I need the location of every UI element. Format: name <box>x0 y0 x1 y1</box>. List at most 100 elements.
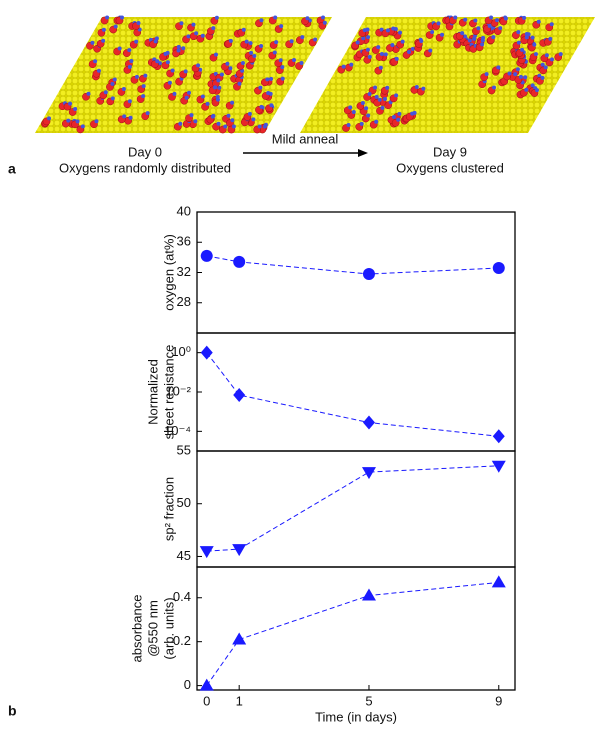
hydrogen-atom <box>385 85 390 90</box>
marker <box>199 678 214 691</box>
hydrogen-atom <box>462 34 467 39</box>
hydrogen-atom <box>120 15 125 20</box>
y-axis-label: absorbance <box>129 595 144 663</box>
hydrogen-atom <box>524 32 529 37</box>
hydrogen-atom <box>410 46 415 51</box>
hydrogen-atom <box>523 75 528 80</box>
panel-label: b <box>8 703 17 719</box>
hydrogen-atom <box>127 64 132 69</box>
hydrogen-atom <box>266 90 271 95</box>
hydrogen-atom <box>467 38 472 43</box>
y-axis-label: Normalized <box>145 359 160 425</box>
hydrogen-atom <box>292 58 297 63</box>
hydrogen-atom <box>172 91 177 96</box>
hydrogen-atom <box>134 74 139 79</box>
hydrogen-atom <box>367 54 372 59</box>
hydrogen-atom <box>476 26 481 31</box>
hydrogen-atom <box>94 119 99 124</box>
hydrogen-atom <box>515 67 520 72</box>
hydrogen-atom <box>272 50 277 55</box>
hydrogen-atom <box>383 52 388 57</box>
marker <box>233 255 246 268</box>
hydrogen-atom <box>223 124 228 129</box>
hydrogen-atom <box>397 111 402 116</box>
plot-frame <box>196 211 516 334</box>
hydrogen-atom <box>259 18 264 23</box>
hydrogen-atom <box>398 30 403 35</box>
hydrogen-atom <box>274 40 279 45</box>
hydrogen-atom <box>540 75 545 80</box>
hydrogen-atom <box>194 31 199 36</box>
hydrogen-atom <box>530 35 535 40</box>
hydrogen-atom <box>440 32 445 37</box>
hydrogen-atom <box>176 48 181 53</box>
marker <box>232 632 247 645</box>
hydrogen-atom <box>244 39 249 44</box>
series-line <box>206 465 499 552</box>
hydrogen-atom <box>436 21 441 26</box>
hydrogen-atom <box>373 85 378 90</box>
hydrogen-atom <box>96 68 101 73</box>
hydrogen-atom <box>516 40 521 45</box>
hydrogen-atom <box>385 28 390 33</box>
y-tick-label: 28 <box>177 294 191 309</box>
hydrogen-atom <box>532 42 537 47</box>
hydrogen-atom <box>176 44 181 49</box>
hydrogen-atom <box>134 39 139 44</box>
hydrogen-atom <box>117 46 122 51</box>
plot-frame <box>196 566 516 691</box>
hydrogen-atom <box>391 26 396 31</box>
hydrogen-atom <box>279 24 284 29</box>
hydrogen-atom <box>364 106 369 111</box>
hydrogen-atom <box>361 36 366 41</box>
hydrogen-atom <box>484 72 489 77</box>
marker <box>492 429 505 444</box>
hydrogen-atom <box>193 119 198 124</box>
hydrogen-atom <box>480 38 485 43</box>
hydrogen-atom <box>472 36 477 41</box>
x-tick-label: 5 <box>365 693 372 708</box>
hydrogen-atom <box>262 124 267 129</box>
hydrogen-atom <box>217 85 222 90</box>
hydrogen-atom <box>341 64 346 69</box>
hydrogen-atom <box>394 56 399 61</box>
hydrogen-atom <box>407 50 412 55</box>
hydrogen-atom <box>205 101 210 106</box>
hydrogen-atom <box>492 85 497 90</box>
hydrogen-atom <box>258 85 263 90</box>
hydrogen-atom <box>394 93 399 98</box>
hydrogen-atom <box>230 118 235 123</box>
y-tick-label: 55 <box>177 442 191 457</box>
hydrogen-atom <box>90 40 95 45</box>
hydrogen-atom <box>374 94 379 99</box>
hydrogen-atom <box>280 65 285 70</box>
hydrogen-atom <box>247 111 252 116</box>
y-tick-label: 40 <box>177 203 191 218</box>
hydrogen-atom <box>183 69 188 74</box>
hydrogen-atom <box>240 61 245 66</box>
caption-line: Oxygens clustered <box>396 160 504 175</box>
hydrogen-atom <box>540 62 545 67</box>
hydrogen-atom <box>280 76 285 81</box>
hydrogen-atom <box>186 34 191 39</box>
hydrogen-atom <box>543 65 548 70</box>
hydrogen-atom <box>241 27 246 32</box>
hydrogen-atom <box>112 77 117 82</box>
hydrogen-atom <box>181 46 186 51</box>
hydrogen-atom <box>428 48 433 53</box>
hydrogen-atom <box>226 113 231 118</box>
hydrogen-atom <box>249 50 254 55</box>
hydrogen-atom <box>153 39 158 44</box>
x-tick-label: 9 <box>495 693 502 708</box>
hydrogen-atom <box>383 97 388 102</box>
hydrogen-atom <box>105 15 110 20</box>
hydrogen-atom <box>549 57 554 62</box>
hydrogen-atom <box>537 73 542 78</box>
hydrogen-atom <box>507 71 512 76</box>
hydrogen-atom <box>516 30 521 35</box>
marker <box>362 415 375 430</box>
hydrogen-atom <box>196 63 201 68</box>
hydrogen-atom <box>128 115 133 120</box>
marker <box>200 345 213 360</box>
hydrogen-atom <box>460 31 465 36</box>
